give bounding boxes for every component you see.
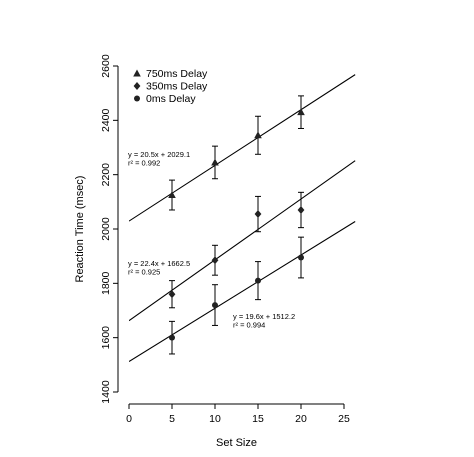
y-tick-label: 1600 xyxy=(100,326,112,350)
x-tick-label: 0 xyxy=(126,413,132,425)
legend-marker-circle xyxy=(134,95,140,102)
legend-marker-diamond xyxy=(133,82,141,90)
fit-line-triangle xyxy=(129,74,356,222)
fit-line-circle xyxy=(129,221,356,362)
legend-label: 750ms Delay xyxy=(146,68,208,80)
x-tick-label: 5 xyxy=(169,413,175,425)
x-tick-label: 20 xyxy=(295,413,307,425)
data-point-triangle xyxy=(168,191,176,199)
y-axis-title: Reaction Time (msec) xyxy=(74,176,86,283)
data-point-diamond xyxy=(211,256,219,265)
fit-line-diamond xyxy=(129,160,356,322)
axes: 0 5 10 15 20 25 1400 1600 1800 2000 2200 2400 2600 xyxy=(100,54,350,425)
legend-marker-triangle xyxy=(133,69,141,77)
y-tick-label: 2000 xyxy=(100,217,112,241)
fit-r-squared: r² = 0.992 xyxy=(128,159,160,168)
x-tick-label: 25 xyxy=(338,413,350,425)
data-point-circle xyxy=(298,254,304,261)
data-point-diamond xyxy=(254,210,262,219)
data-point-diamond xyxy=(297,205,305,214)
fit-equation: y = 19.6x + 1512.2 xyxy=(233,312,295,321)
x-axis-title: Set Size xyxy=(216,437,257,449)
fit-r-squared: r² = 0.925 xyxy=(128,268,160,277)
x-tick-label: 10 xyxy=(209,413,221,425)
y-tick-label: 1400 xyxy=(100,380,112,404)
data-point-circle xyxy=(169,334,175,341)
x-tick-label: 15 xyxy=(252,413,264,425)
legend-label: 0ms Delay xyxy=(146,93,196,105)
data-points xyxy=(168,95,305,355)
y-tick-label: 1800 xyxy=(100,271,112,295)
legend-label: 350ms Delay xyxy=(146,81,208,93)
fit-equation: y = 22.4x + 1662.5 xyxy=(128,259,190,268)
data-point-triangle xyxy=(211,158,219,166)
fit-equation: y = 20.5x + 2029.1 xyxy=(128,150,190,159)
fit-equations: y = 20.5x + 2029.1r² = 0.992 y = 22.4x + … xyxy=(128,150,295,330)
data-point-triangle xyxy=(297,108,305,116)
y-tick-label: 2400 xyxy=(100,108,112,132)
fit-lines xyxy=(129,74,356,362)
fit-r-squared: r² = 0.994 xyxy=(233,321,265,330)
y-tick-label: 2600 xyxy=(100,54,112,78)
data-point-circle xyxy=(212,302,218,309)
data-point-triangle xyxy=(254,131,262,139)
y-tick-label: 2200 xyxy=(100,163,112,187)
data-point-circle xyxy=(255,277,261,284)
data-point-diamond xyxy=(168,290,176,299)
